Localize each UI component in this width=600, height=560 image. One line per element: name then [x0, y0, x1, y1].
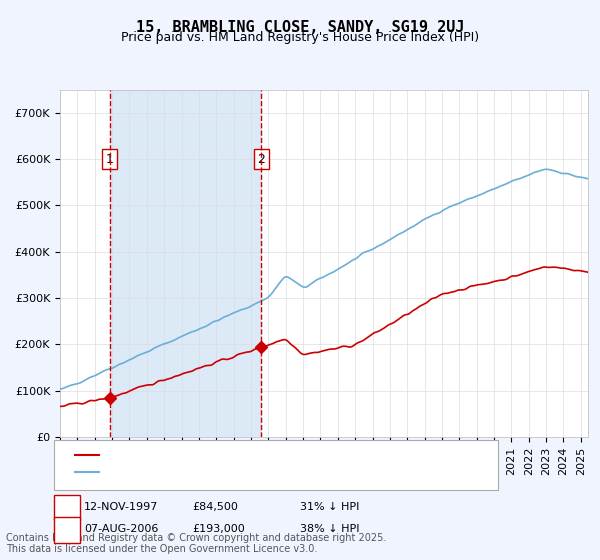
- Text: 1: 1: [64, 502, 71, 512]
- Text: 2: 2: [257, 152, 265, 166]
- Text: £84,500: £84,500: [192, 502, 238, 512]
- Text: 1: 1: [106, 152, 113, 166]
- Text: 07-AUG-2006: 07-AUG-2006: [84, 524, 158, 534]
- Text: 15, BRAMBLING CLOSE, SANDY, SG19 2UJ: 15, BRAMBLING CLOSE, SANDY, SG19 2UJ: [136, 20, 464, 35]
- Text: 12-NOV-1997: 12-NOV-1997: [84, 502, 158, 512]
- Text: 2: 2: [64, 524, 71, 534]
- Text: Price paid vs. HM Land Registry's House Price Index (HPI): Price paid vs. HM Land Registry's House …: [121, 31, 479, 44]
- Text: £193,000: £193,000: [192, 524, 245, 534]
- Text: 38% ↓ HPI: 38% ↓ HPI: [300, 524, 359, 534]
- Text: Contains HM Land Registry data © Crown copyright and database right 2025.
This d: Contains HM Land Registry data © Crown c…: [6, 533, 386, 554]
- Text: HPI: Average price, detached house, Central Bedfordshire: HPI: Average price, detached house, Cent…: [105, 467, 427, 477]
- Text: 15, BRAMBLING CLOSE, SANDY, SG19 2UJ (detached house): 15, BRAMBLING CLOSE, SANDY, SG19 2UJ (de…: [105, 450, 438, 460]
- Bar: [110, 90, 262, 437]
- Text: 31% ↓ HPI: 31% ↓ HPI: [300, 502, 359, 512]
